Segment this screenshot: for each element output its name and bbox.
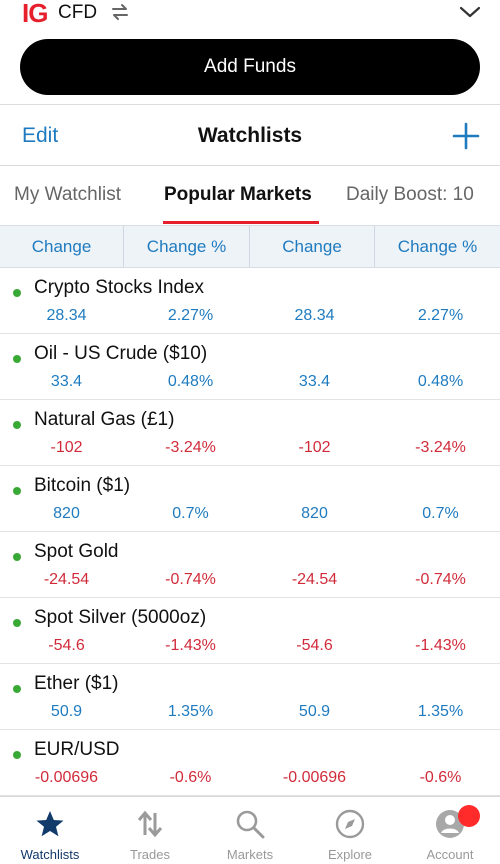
- change-pct-value: -0.6%: [419, 769, 462, 786]
- change-value: -24.54: [291, 571, 338, 588]
- change-pct-value: 0.7%: [172, 505, 209, 522]
- market-open-dot: [13, 487, 21, 495]
- market-open-dot: [13, 421, 21, 429]
- change-pct-value: 2.27%: [167, 307, 214, 324]
- change-value: -102: [298, 439, 331, 456]
- nav-watchlists[interactable]: Watchlists: [0, 797, 100, 864]
- column-header-change[interactable]: Change: [31, 237, 92, 256]
- edit-button[interactable]: Edit: [22, 124, 59, 147]
- market-open-dot: [13, 553, 21, 561]
- account-type-label[interactable]: CFD: [58, 2, 98, 23]
- nav-account[interactable]: Account: [400, 797, 500, 864]
- column-header-change[interactable]: Change: [282, 237, 342, 256]
- change-value: 28.34: [46, 307, 87, 324]
- active-tab-indicator: [163, 221, 319, 224]
- divider: [0, 104, 500, 105]
- tab-daily-boost[interactable]: Daily Boost: 10: [346, 184, 474, 205]
- compass-icon: [335, 809, 365, 839]
- change-value: 50.9: [298, 703, 331, 720]
- nav-label: Account: [426, 847, 474, 862]
- nav-label: Watchlists: [20, 847, 80, 862]
- change-value: 28.34: [294, 307, 335, 324]
- change-pct-value: -3.24%: [165, 439, 216, 456]
- change-value: 820: [301, 505, 328, 522]
- change-value: -54.6: [296, 637, 333, 654]
- change-pct-value: -3.24%: [415, 439, 466, 456]
- add-icon[interactable]: [452, 122, 480, 150]
- market-row[interactable]: Natural Gas (£1) -102 -3.24% -102 -3.24%: [0, 399, 500, 466]
- market-row[interactable]: Ether ($1) 50.9 1.35% 50.9 1.35%: [0, 663, 500, 730]
- change-pct-value: -0.6%: [169, 769, 212, 786]
- change-pct-value: -0.74%: [415, 571, 466, 588]
- nav-label: Explore: [327, 847, 373, 862]
- change-pct-value: -0.74%: [165, 571, 216, 588]
- search-icon: [236, 810, 265, 839]
- market-open-dot: [13, 685, 21, 693]
- change-value: -0.00696: [282, 769, 347, 786]
- change-value: -102: [50, 439, 83, 456]
- bottom-nav: Watchlists Trades Markets Explore Accoun…: [0, 796, 500, 864]
- change-pct-value: 0.7%: [422, 505, 459, 522]
- change-value: 33.4: [298, 373, 331, 390]
- change-value: -24.54: [43, 571, 90, 588]
- nav-trades[interactable]: Trades: [100, 797, 200, 864]
- market-name: Oil - US Crude ($10): [34, 343, 208, 364]
- star-icon: [36, 811, 64, 837]
- column-divider: [123, 226, 124, 267]
- change-pct-value: 1.35%: [167, 703, 214, 720]
- market-row[interactable]: Oil - US Crude ($10) 33.4 0.48% 33.4 0.48%: [0, 333, 500, 400]
- add-funds-button[interactable]: Add Funds: [20, 39, 480, 95]
- column-header-change-pct[interactable]: Change %: [397, 237, 478, 256]
- market-row[interactable]: EUR/USD -0.00696 -0.6% -0.00696 -0.6%: [0, 729, 500, 796]
- tab-popular-markets[interactable]: Popular Markets: [164, 184, 312, 205]
- tab-my-watchlist[interactable]: My Watchlist: [14, 184, 121, 205]
- market-open-dot: [13, 751, 21, 759]
- market-row[interactable]: Bitcoin ($1) 820 0.7% 820 0.7%: [0, 465, 500, 532]
- column-header-change-pct[interactable]: Change %: [146, 237, 227, 256]
- change-pct-value: 1.35%: [417, 703, 464, 720]
- market-row[interactable]: Spot Silver (5000oz) -54.6 -1.43% -54.6 -1.4…: [0, 597, 500, 664]
- market-name: Spot Gold: [34, 541, 119, 562]
- nav-label: Markets: [226, 847, 274, 862]
- change-value: -0.00696: [34, 769, 99, 786]
- nav-label: Trades: [130, 847, 170, 862]
- change-pct-value: 0.48%: [167, 373, 214, 390]
- market-name: EUR/USD: [34, 739, 120, 760]
- column-header-row: Change Change % Change Change %: [0, 225, 500, 268]
- nav-markets[interactable]: Markets: [200, 797, 300, 864]
- ig-logo: IG: [22, 0, 48, 28]
- market-name: Bitcoin ($1): [34, 475, 131, 496]
- change-pct-value: -1.43%: [415, 637, 466, 654]
- change-pct-value: -1.43%: [165, 637, 216, 654]
- market-row[interactable]: Crypto Stocks Index 28.34 2.27% 28.34 2.27%: [0, 267, 500, 334]
- column-divider: [249, 226, 250, 267]
- market-name: Natural Gas (£1): [34, 409, 175, 430]
- change-value: 820: [53, 505, 80, 522]
- divider: [0, 165, 500, 166]
- market-open-dot: [13, 355, 21, 363]
- market-open-dot: [13, 289, 21, 297]
- change-value: 50.9: [50, 703, 83, 720]
- market-name: Crypto Stocks Index: [34, 277, 205, 298]
- market-row[interactable]: Spot Gold -24.54 -0.74% -24.54 -0.74%: [0, 531, 500, 598]
- change-value: -54.6: [48, 637, 85, 654]
- top-bar: IG CFD: [0, 0, 500, 30]
- change-pct-value: 2.27%: [417, 307, 464, 324]
- notification-badge: [458, 805, 480, 827]
- chevron-down-icon[interactable]: [458, 2, 482, 22]
- account-icon: [436, 810, 464, 838]
- column-divider: [374, 226, 375, 267]
- page-title: Watchlists: [197, 124, 303, 147]
- change-value: 33.4: [50, 373, 83, 390]
- trades-arrows-icon: [137, 810, 163, 838]
- change-pct-value: 0.48%: [417, 373, 464, 390]
- switch-account-icon[interactable]: [110, 2, 130, 22]
- nav-explore[interactable]: Explore: [300, 797, 400, 864]
- market-name: Ether ($1): [34, 673, 119, 694]
- market-name: Spot Silver (5000oz): [34, 607, 207, 628]
- market-open-dot: [13, 619, 21, 627]
